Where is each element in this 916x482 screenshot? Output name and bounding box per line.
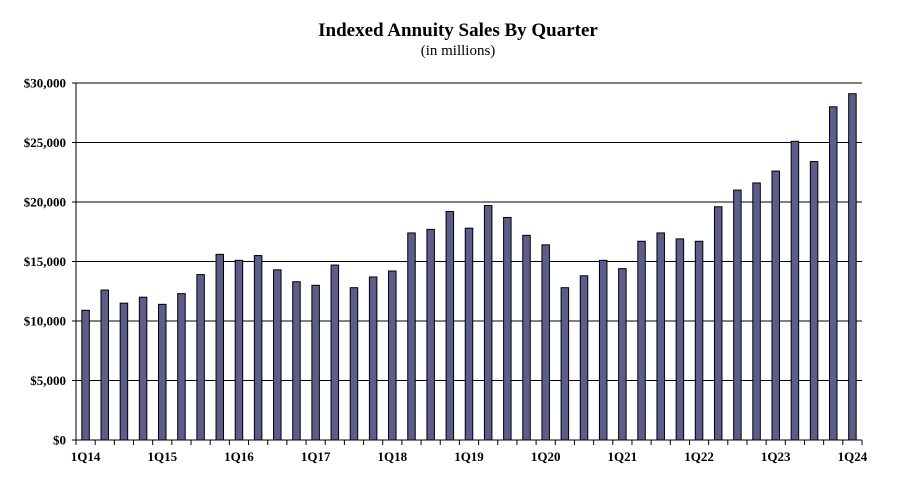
x-tick-label: 1Q16 (224, 449, 254, 464)
y-tick-label: $5,000 (30, 373, 66, 388)
bar-3Q16 (273, 269, 282, 441)
bar-1Q24 (848, 93, 857, 441)
y-tick-label: $30,000 (24, 76, 66, 91)
bar-3Q23 (809, 161, 819, 441)
y-tick-label: $20,000 (24, 195, 66, 210)
bar-3Q21 (656, 232, 665, 441)
bar-3Q22 (733, 189, 742, 441)
chart-title: Indexed Annuity Sales By Quarter (318, 20, 598, 41)
bar-4Q22 (752, 182, 761, 441)
bar-2Q14 (100, 289, 110, 441)
bar-4Q20 (598, 259, 608, 441)
bar-1Q23 (771, 170, 780, 441)
x-tick-label: 1Q24 (838, 449, 868, 464)
bar-4Q17 (368, 276, 378, 441)
x-tick-label: 1Q22 (684, 449, 714, 464)
bar-3Q19 (503, 216, 512, 441)
bar-1Q21 (618, 268, 627, 441)
bar-2Q19 (483, 205, 493, 441)
bar-4Q18 (445, 211, 455, 441)
bar-3Q18 (426, 228, 435, 441)
bar-4Q15 (215, 253, 225, 441)
bar-2Q21 (637, 240, 646, 441)
bar-4Q23 (828, 106, 838, 441)
x-tick-label: 1Q18 (378, 449, 408, 464)
y-tick-label: $15,000 (24, 254, 66, 269)
bar-1Q15 (158, 303, 167, 441)
bar-4Q14 (138, 296, 148, 441)
bar-1Q14 (81, 309, 90, 441)
bar-1Q17 (311, 284, 320, 441)
x-tick-label: 1Q20 (531, 449, 561, 464)
x-tick-label: 1Q19 (454, 449, 484, 464)
bar-1Q22 (694, 240, 704, 441)
bar-4Q16 (292, 281, 301, 441)
x-tick-label: 1Q21 (608, 449, 638, 464)
bar-1Q20 (541, 244, 550, 441)
x-tick-label: 1Q23 (761, 449, 791, 464)
bar-4Q19 (522, 234, 531, 441)
x-tick-label: 1Q14 (71, 449, 101, 464)
bar-4Q21 (675, 238, 685, 441)
bar-2Q18 (407, 232, 416, 441)
bar-1Q19 (464, 227, 474, 441)
bar-3Q20 (579, 275, 589, 441)
bar-2Q15 (177, 293, 186, 441)
bar-1Q16 (234, 259, 244, 441)
bar-2Q22 (713, 206, 723, 441)
chart-subtitle: (in millions) (420, 43, 496, 59)
x-tick-label: 1Q15 (147, 449, 177, 464)
bar-2Q23 (790, 140, 800, 441)
bar-3Q14 (119, 302, 129, 441)
y-tick-label: $10,000 (24, 314, 66, 329)
bar-1Q18 (388, 270, 397, 441)
x-tick-label: 1Q17 (301, 449, 331, 464)
bar-2Q17 (330, 264, 340, 441)
bar-2Q20 (560, 287, 570, 441)
bar-3Q15 (196, 274, 205, 441)
bar-2Q16 (253, 255, 263, 441)
bar-3Q17 (349, 287, 359, 441)
y-tick-label: $25,000 (24, 135, 66, 150)
y-tick-label: $0 (53, 433, 66, 448)
